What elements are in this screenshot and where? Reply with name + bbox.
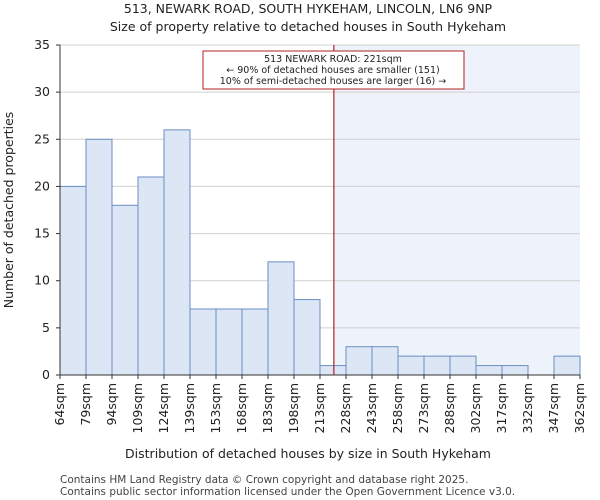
annotation-line-3: 10% of semi-detached houses are larger (… [220, 76, 447, 87]
bar-94sqm [111, 204, 139, 376]
y-tick-label: 0 [42, 367, 50, 382]
footer-line-1: Contains HM Land Registry data © Crown c… [60, 474, 468, 486]
annotation-line-2: ← 90% of detached houses are smaller (15… [226, 65, 439, 76]
x-tick-label-273sqm: 273sqm [416, 383, 431, 433]
x-tick-label-139sqm: 139sqm [182, 383, 197, 433]
bar-347sqm [553, 355, 581, 376]
bar-79sqm [85, 138, 113, 376]
bar-64sqm [59, 185, 87, 376]
bar-198sqm [293, 299, 321, 376]
x-tick-label-347sqm: 347sqm [546, 383, 561, 433]
bar-243sqm [371, 346, 399, 376]
annotation-line-1: 513 NEWARK ROAD: 221sqm [264, 54, 402, 65]
y-tick-label: 35 [34, 37, 50, 52]
x-tick-label-198sqm: 198sqm [286, 383, 301, 433]
bar-109sqm [137, 176, 165, 376]
bar-302sqm [475, 365, 503, 376]
bar-124sqm [163, 129, 191, 376]
x-tick-label-79sqm: 79sqm [78, 383, 93, 426]
x-tick-label-243sqm: 243sqm [364, 383, 379, 433]
y-tick-label: 15 [34, 226, 50, 241]
x-tick-label-183sqm: 183sqm [260, 383, 275, 433]
x-axis-label: Distribution of detached houses by size … [125, 446, 491, 461]
x-tick-label-362sqm: 362sqm [572, 383, 587, 433]
bar-168sqm [241, 308, 269, 376]
larger-region [333, 45, 580, 375]
bar-153sqm [215, 308, 243, 376]
bar-228sqm [345, 346, 373, 376]
x-tick-label-228sqm: 228sqm [338, 383, 353, 433]
y-tick-label: 10 [34, 273, 50, 288]
y-tick-label: 30 [34, 84, 50, 99]
x-tick-label-213sqm: 213sqm [312, 383, 327, 433]
bar-183sqm [267, 261, 295, 376]
x-tick-label-302sqm: 302sqm [468, 383, 483, 433]
x-tick-label-94sqm: 94sqm [104, 383, 119, 426]
y-tick-label: 5 [42, 320, 50, 335]
x-tick-label-124sqm: 124sqm [156, 383, 171, 433]
x-tick-label-258sqm: 258sqm [390, 383, 405, 433]
bar-213sqm [319, 365, 347, 376]
y-tick-label: 25 [34, 131, 50, 146]
x-tick-label-288sqm: 288sqm [442, 383, 457, 433]
y-tick-label: 20 [34, 178, 50, 193]
chart-title: 513, NEWARK ROAD, SOUTH HYKEHAM, LINCOLN… [124, 1, 493, 16]
chart-subtitle: Size of property relative to detached ho… [110, 19, 506, 34]
annotation-box [202, 50, 465, 90]
x-tick-label-168sqm: 168sqm [234, 383, 249, 433]
x-tick-label-64sqm: 64sqm [52, 383, 67, 426]
bar-139sqm [189, 308, 217, 376]
bar-258sqm [397, 355, 425, 376]
x-tick-label-332sqm: 332sqm [520, 383, 535, 433]
bar-273sqm [423, 355, 451, 376]
y-axis-label: Number of detached properties [1, 112, 16, 309]
x-tick-label-317sqm: 317sqm [494, 383, 509, 433]
x-tick-label-153sqm: 153sqm [208, 383, 223, 433]
bar-317sqm [501, 365, 529, 376]
bar-288sqm [449, 355, 477, 376]
footer-line-2: Contains public sector information licen… [60, 486, 515, 498]
plot-area: 0 5 10 15 20 25 30 35 64sqm 79sqm 94sqm 109sqm 124sq… [34, 37, 587, 433]
x-tick-label-109sqm: 109sqm [130, 383, 145, 433]
